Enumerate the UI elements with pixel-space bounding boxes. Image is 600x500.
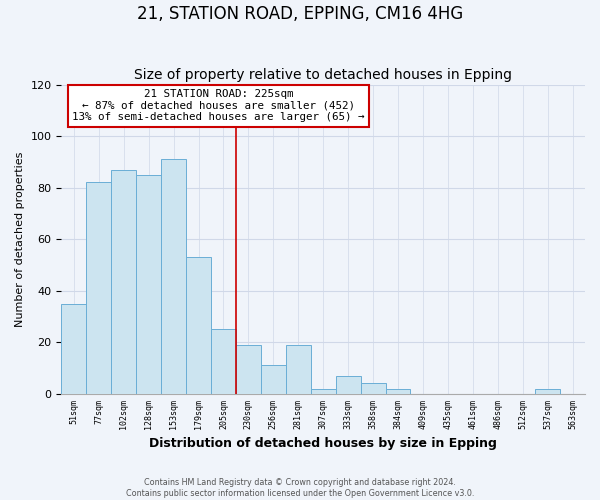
Bar <box>261 366 286 394</box>
Text: Contains HM Land Registry data © Crown copyright and database right 2024.
Contai: Contains HM Land Registry data © Crown c… <box>126 478 474 498</box>
Bar <box>286 345 311 394</box>
Bar <box>111 170 136 394</box>
Bar <box>186 257 211 394</box>
Bar <box>386 388 410 394</box>
Bar <box>236 345 261 394</box>
X-axis label: Distribution of detached houses by size in Epping: Distribution of detached houses by size … <box>149 437 497 450</box>
Y-axis label: Number of detached properties: Number of detached properties <box>15 152 25 327</box>
Bar <box>361 384 386 394</box>
Bar <box>86 182 111 394</box>
Text: 21 STATION ROAD: 225sqm
← 87% of detached houses are smaller (452)
13% of semi-d: 21 STATION ROAD: 225sqm ← 87% of detache… <box>72 89 365 122</box>
Bar <box>211 330 236 394</box>
Bar <box>161 160 186 394</box>
Bar <box>61 304 86 394</box>
Bar <box>311 388 335 394</box>
Text: 21, STATION ROAD, EPPING, CM16 4HG: 21, STATION ROAD, EPPING, CM16 4HG <box>137 5 463 23</box>
Bar <box>535 388 560 394</box>
Bar <box>335 376 361 394</box>
Title: Size of property relative to detached houses in Epping: Size of property relative to detached ho… <box>134 68 512 82</box>
Bar <box>136 175 161 394</box>
